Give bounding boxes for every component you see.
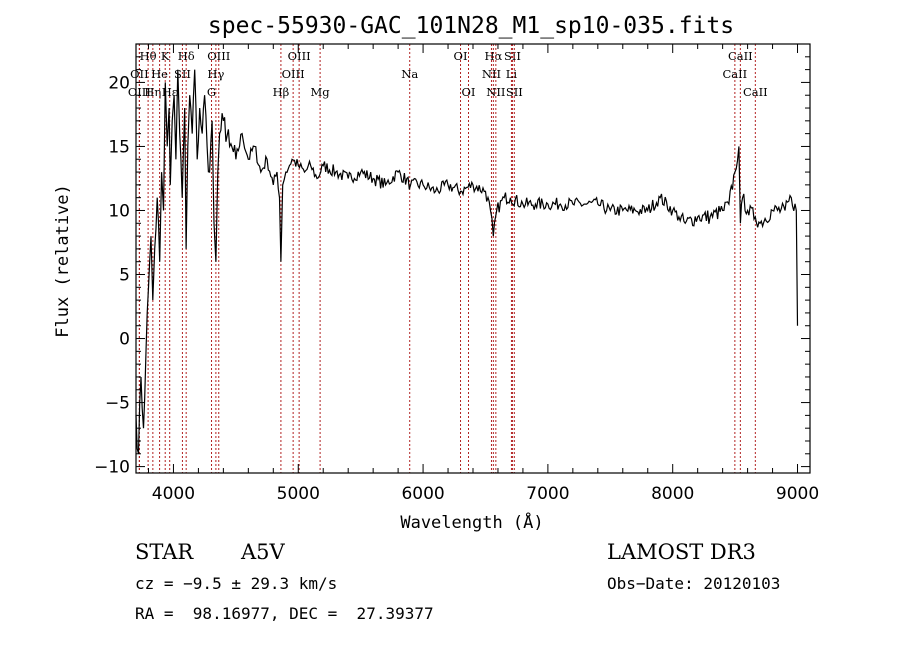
line-label-16: Na (401, 67, 418, 81)
line-label-7: SII (174, 67, 191, 81)
observation-date: Obs−Date: 20120103 (607, 574, 781, 593)
line-label-15: Mg (311, 85, 331, 99)
coordinates-text: RA = 98.16977, DEC = 27.39377 (135, 604, 434, 623)
plot-frame (135, 43, 811, 474)
line-label-11: OIII (207, 49, 230, 63)
survey-name: LAMOST DR3 (607, 540, 756, 564)
y-tick-label-1: −5 (105, 394, 130, 414)
line-label-4: K (161, 49, 170, 63)
x-tick-label-3: 7000 (526, 484, 569, 504)
spectrum-line (135, 69, 799, 454)
object-class: STAR (135, 540, 194, 564)
line-label-14: OIII (288, 49, 311, 63)
line-label-22: SII (504, 49, 521, 63)
line-label-9: Hγ (207, 67, 224, 81)
line-label-8: Hδ (178, 49, 195, 63)
y-tick-label-3: 5 (119, 266, 130, 286)
x-tick-label-2: 6000 (401, 484, 444, 504)
line-label-5: He (151, 67, 168, 81)
line-label-25: CaII (728, 49, 753, 63)
y-tick-label-5: 15 (108, 137, 130, 157)
x-tick-label-1: 5000 (277, 484, 320, 504)
y-tick-label-6: 20 (108, 73, 130, 93)
line-label-13: OIII (282, 67, 305, 81)
y-tick-label-4: 10 (108, 201, 130, 221)
x-tick-label-0: 4000 (152, 484, 195, 504)
line-label-10: G (207, 85, 216, 99)
line-markers: HθOIIOIIIHηKHeHεSIIHδHγGOIIIHβOIIIOIIIMg… (128, 44, 768, 473)
y-axis-label: Flux (relative) (53, 184, 73, 338)
line-label-26: CaII (722, 67, 747, 81)
x-tick-label-5: 9000 (776, 484, 819, 504)
line-label-27: CaII (743, 85, 768, 99)
line-label-18: OI (462, 85, 476, 99)
line-label-12: Hβ (273, 85, 290, 99)
line-label-21: NII (486, 85, 505, 99)
line-label-6: Hε (162, 85, 178, 99)
line-label-17: OI (454, 49, 468, 63)
y-tick-label-2: 0 (119, 330, 130, 350)
axis-ticks: 4000 5000 6000 7000 8000 9000 −10 −5 0 5 10 15 20 (94, 44, 819, 504)
redshift-text: cz = −9.5 ± 29.3 km/s (135, 574, 338, 593)
object-subclass: A5V (241, 540, 285, 564)
chart-title: spec-55930-GAC_101N28_M1_sp10-035.fits (208, 13, 734, 39)
line-label-3: Hη (144, 85, 161, 99)
line-label-23: Li (506, 67, 518, 81)
line-label-2: OIII (128, 85, 151, 99)
line-label-24: SII (506, 85, 523, 99)
x-tick-label-4: 8000 (651, 484, 694, 504)
line-label-0: Hθ (140, 49, 157, 63)
line-label-19: Hα (484, 49, 502, 63)
line-label-20: NII (482, 67, 501, 81)
x-axis-label: Wavelength (Å) (400, 511, 543, 533)
y-tick-label-0: −10 (94, 458, 130, 478)
